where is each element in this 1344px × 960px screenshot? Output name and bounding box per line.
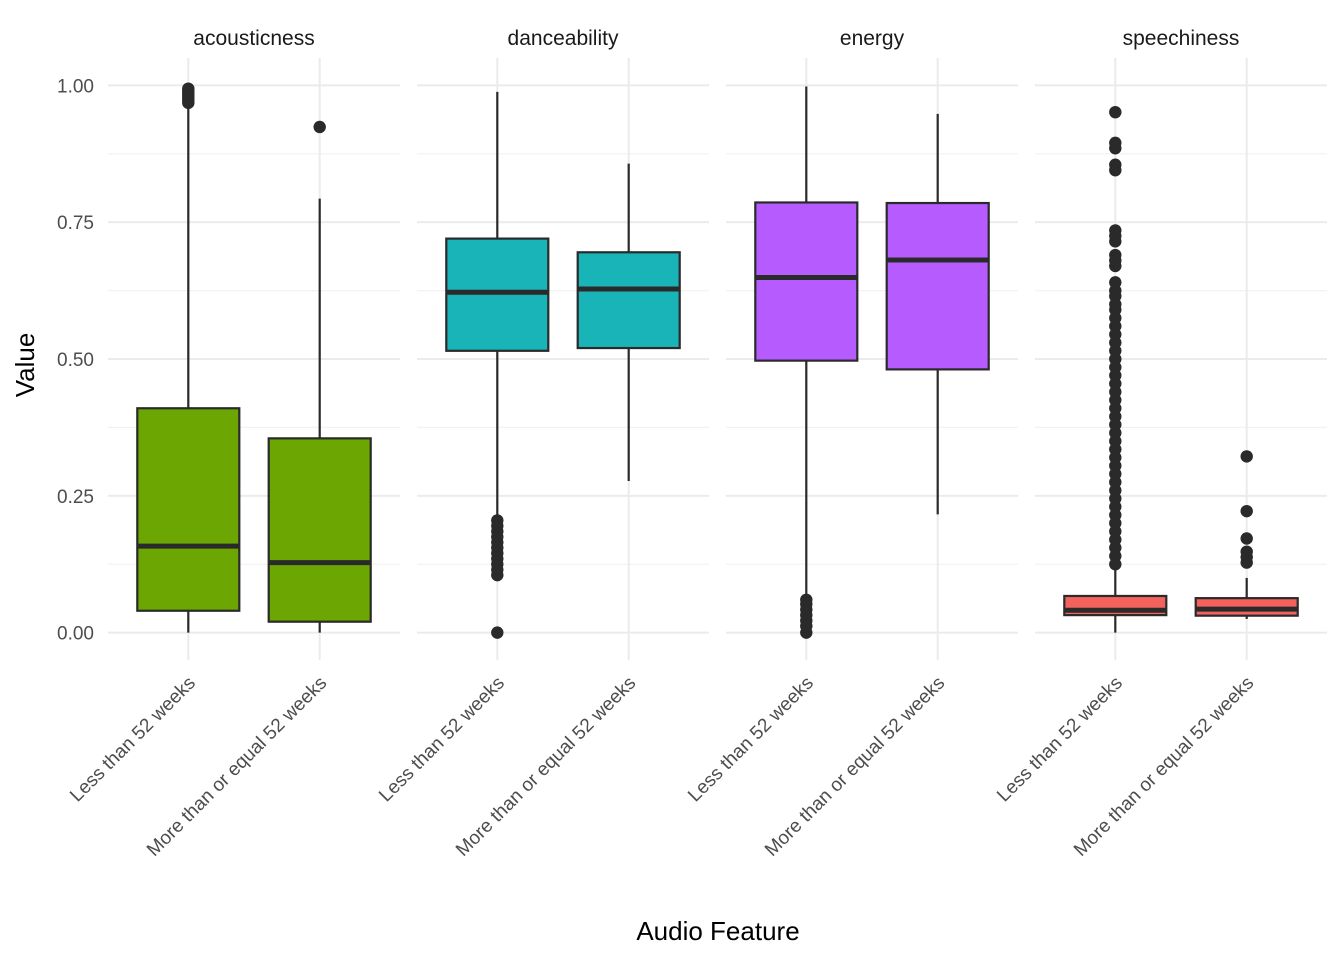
box-body bbox=[576, 251, 681, 350]
box-speechiness-more-equal-52 bbox=[1194, 450, 1299, 619]
outlier-point bbox=[1109, 276, 1122, 289]
facet-title-danceability: danceability bbox=[508, 27, 619, 50]
x-tick-label: Less than 52 weeks bbox=[684, 673, 818, 807]
outlier-point bbox=[1109, 158, 1122, 171]
marks-layer bbox=[136, 82, 1299, 639]
facet-title-energy: energy bbox=[840, 27, 905, 50]
facet-title-acousticness: acousticness bbox=[193, 27, 314, 50]
outlier-point bbox=[182, 82, 195, 95]
outlier-point bbox=[491, 514, 504, 527]
y-tick-label: 0.25 bbox=[57, 487, 94, 508]
outlier-point bbox=[1240, 532, 1253, 545]
outlier-point bbox=[313, 120, 326, 134]
x-tick-label: Less than 52 weeks bbox=[993, 673, 1127, 807]
box-body bbox=[754, 201, 859, 362]
outlier-point bbox=[1109, 105, 1122, 119]
box-danceability-more-equal-52 bbox=[576, 163, 681, 482]
y-tick-label: 0.50 bbox=[57, 350, 94, 371]
box-body bbox=[885, 201, 990, 371]
facet-title-speechiness: speechiness bbox=[1123, 27, 1240, 50]
box-body bbox=[136, 407, 241, 612]
outlier-point bbox=[1109, 224, 1122, 237]
box-danceability-less-than-52 bbox=[445, 91, 550, 639]
box-acousticness-less-than-52 bbox=[136, 82, 241, 633]
y-tick-label: 0.75 bbox=[57, 213, 94, 234]
box-body bbox=[267, 437, 372, 623]
box-energy-more-equal-52 bbox=[885, 113, 990, 515]
outlier-point bbox=[800, 593, 813, 606]
outlier-point bbox=[491, 626, 504, 639]
outlier-point bbox=[1240, 504, 1253, 518]
outlier-point bbox=[1109, 248, 1122, 262]
outlier-point bbox=[1109, 136, 1122, 150]
box-acousticness-more-equal-52 bbox=[267, 120, 372, 633]
x-tick-label: Less than 52 weeks bbox=[66, 673, 200, 807]
box-speechiness-less-than-52 bbox=[1063, 105, 1168, 633]
outlier-point bbox=[1240, 545, 1253, 558]
x-tick-label: Less than 52 weeks bbox=[375, 673, 509, 807]
outlier-point bbox=[1240, 450, 1253, 463]
y-tick-label: 0.00 bbox=[57, 624, 94, 645]
x-axis-title: Audio Feature bbox=[636, 916, 799, 946]
y-tick-label: 1.00 bbox=[57, 76, 94, 97]
box-energy-less-than-52 bbox=[754, 86, 859, 639]
y-axis-title: Value bbox=[10, 333, 40, 398]
